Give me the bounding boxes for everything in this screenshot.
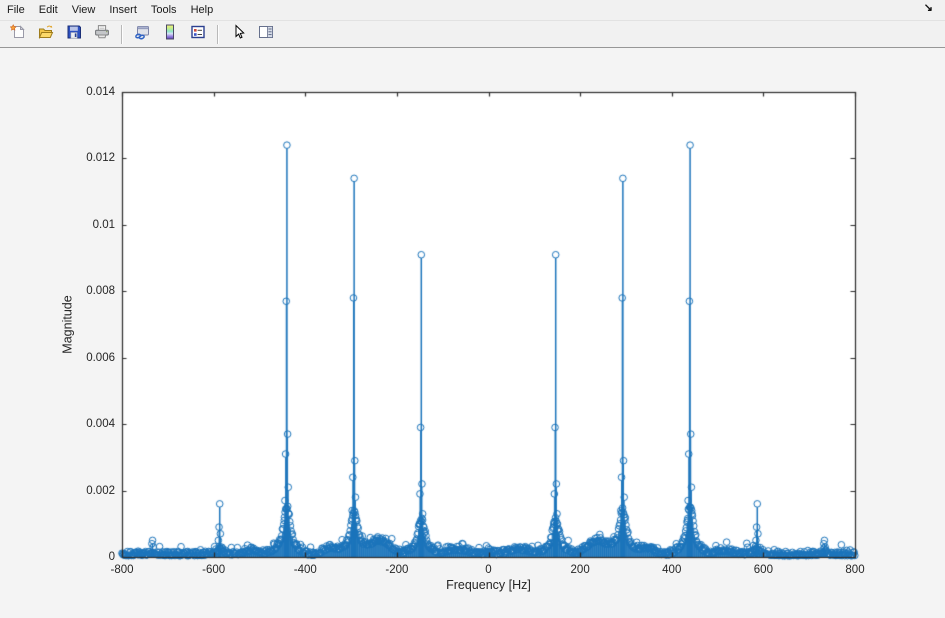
x-tick-label: -400: [293, 564, 317, 576]
insert-legend-button[interactable]: [185, 21, 211, 47]
panel-icon: [258, 24, 274, 45]
y-tick-label: 0.002: [86, 484, 115, 497]
select-pointer-button[interactable]: [225, 21, 251, 47]
plot-canvas: [0, 48, 945, 618]
y-tick-label: 0.008: [86, 285, 115, 298]
x-tick-label: 600: [753, 564, 773, 576]
x-tick-label: -600: [202, 564, 226, 576]
save-icon: [66, 24, 82, 45]
insert-colorbar-button[interactable]: [157, 21, 183, 47]
y-tick-label: 0.006: [86, 351, 115, 364]
menu-insert[interactable]: Insert: [109, 4, 137, 16]
figure-panel-button[interactable]: [253, 21, 279, 47]
open-file-button[interactable]: [33, 21, 59, 47]
pointer-icon: [230, 23, 246, 45]
y-tick-label: 0.014: [86, 86, 115, 98]
dock-arrow-icon[interactable]: ↘: [923, 2, 933, 14]
x-tick-label: -200: [385, 564, 409, 576]
y-tick-label: 0: [108, 551, 115, 563]
menubar: File Edit View Insert Tools Help ↘: [0, 0, 945, 21]
x-tick-label: 0: [485, 564, 492, 576]
y-tick-label: 0.004: [86, 418, 115, 431]
colorbar-icon: [162, 24, 178, 45]
legend-icon: [190, 24, 206, 45]
x-tick-label: 200: [570, 564, 590, 576]
x-tick-label: 400: [662, 564, 682, 576]
link-button[interactable]: [129, 21, 155, 47]
y-axis-label: Magnitude: [60, 295, 75, 354]
print-icon: [94, 24, 110, 45]
menu-edit[interactable]: Edit: [38, 4, 58, 16]
y-tick-label: 0.01: [92, 218, 115, 231]
menu-view[interactable]: View: [71, 4, 96, 16]
toolbar: [0, 21, 945, 48]
x-axis-label: Frequency [Hz]: [446, 578, 531, 592]
menu-tools[interactable]: Tools: [150, 4, 177, 16]
new-document-icon: [9, 23, 26, 45]
new-figure-button[interactable]: [5, 21, 31, 47]
x-tick-label: 800: [845, 564, 865, 576]
save-figure-button[interactable]: [61, 21, 87, 47]
menu-file[interactable]: File: [7, 4, 25, 16]
open-folder-icon: [38, 24, 54, 45]
link-icon: [134, 24, 150, 45]
y-tick-label: 0.012: [86, 152, 115, 165]
toolbar-separator: [121, 24, 123, 44]
x-tick-label: -800: [110, 564, 134, 576]
toolbar-separator: [217, 24, 219, 44]
figure-area: Frequency [Hz] Magnitude -800 -600 -400 -20…: [0, 48, 945, 618]
menu-help[interactable]: Help: [190, 4, 214, 16]
print-figure-button[interactable]: [89, 21, 115, 47]
